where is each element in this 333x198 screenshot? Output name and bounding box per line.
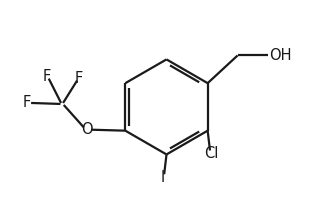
Text: F: F — [75, 71, 83, 86]
Text: OH: OH — [269, 48, 292, 63]
Text: O: O — [81, 122, 93, 137]
Text: I: I — [161, 170, 165, 185]
Text: Cl: Cl — [204, 146, 218, 161]
Text: F: F — [43, 69, 51, 84]
Text: F: F — [23, 95, 31, 110]
